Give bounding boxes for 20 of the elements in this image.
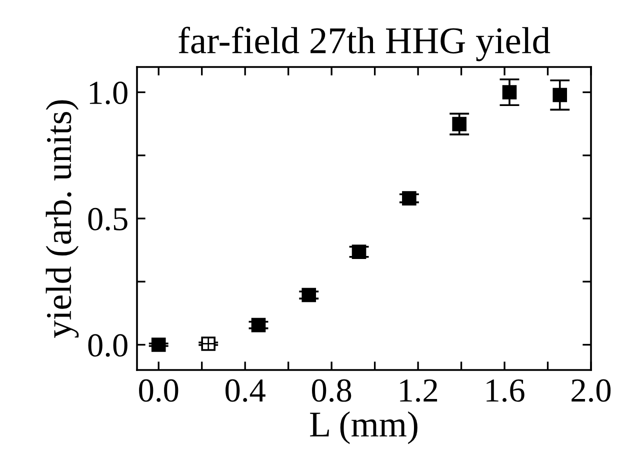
x-axis-title: L (mm)	[310, 411, 418, 444]
point	[352, 244, 366, 259]
y-axis-title: yield (arb. units)	[46, 100, 79, 338]
y-tick-label: 0.0	[88, 334, 128, 357]
y-tick-label: 0.5	[88, 208, 128, 231]
x-tick-label: 2.0	[572, 379, 611, 402]
point	[552, 88, 568, 102]
x-tick-label: 0.4	[226, 379, 266, 402]
point	[151, 338, 166, 352]
point	[302, 288, 316, 302]
y-tick-label: 1.0	[90, 82, 128, 104]
point	[251, 318, 266, 332]
x-tick-label: 1.6	[486, 379, 524, 402]
x-tick-label: 0.0	[139, 379, 178, 402]
x-tick-label: 1.2	[400, 379, 438, 402]
point	[452, 116, 466, 132]
chart-title: far-field 27th HHG yield	[178, 26, 550, 62]
point	[402, 191, 416, 206]
point	[502, 85, 517, 100]
x-tick-label: 0.8	[312, 379, 352, 402]
